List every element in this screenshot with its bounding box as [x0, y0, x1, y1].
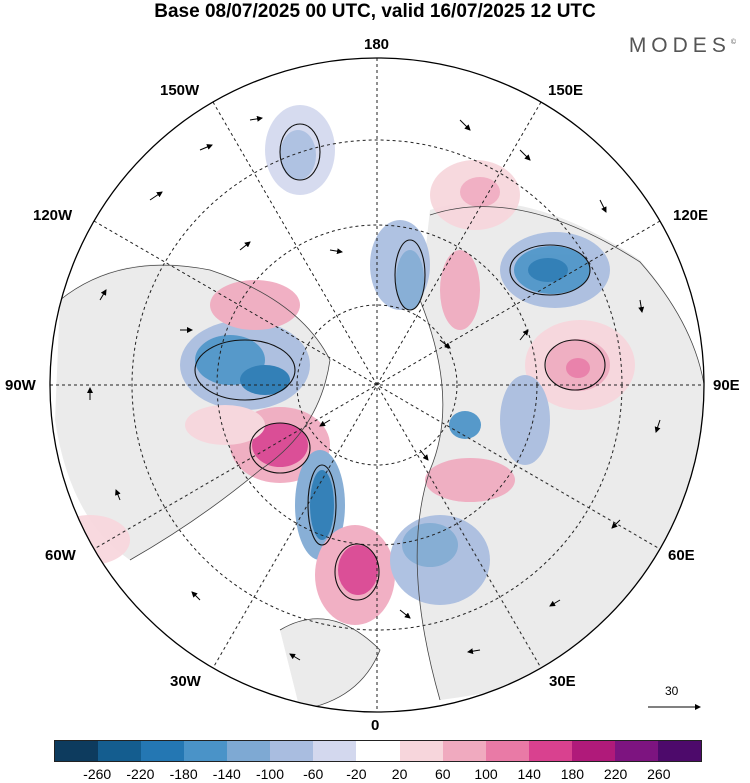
colorbar-segment — [313, 741, 357, 761]
lon-label-0: 0 — [371, 717, 380, 734]
colorbar-tick-label: -180 — [169, 766, 198, 782]
colorbar-segment — [442, 741, 486, 761]
colorbar — [54, 740, 702, 762]
colorbar-tick-label: -60 — [303, 766, 324, 782]
colorbar-segment — [399, 741, 443, 761]
colorbar-segment — [184, 741, 228, 761]
brand-logo: MODES© — [628, 34, 736, 57]
colorbar-tick-label: -220 — [126, 766, 155, 782]
wind-vectors — [87, 115, 661, 661]
colorbar-tick-label: 20 — [391, 766, 408, 782]
colorbar-tick-label: -100 — [255, 766, 285, 782]
lon-label-180: 180 — [364, 36, 390, 53]
colorbar-segment — [227, 741, 271, 761]
anomaly-pink-wnw — [210, 280, 300, 330]
anomaly-pink-n — [440, 250, 480, 330]
lon-label-120e: 120E — [673, 207, 709, 224]
lon-label-90e: 90E — [713, 377, 740, 394]
colorbar-tick-label: -20 — [346, 766, 367, 782]
anomaly-blue-e — [500, 375, 550, 465]
contours — [194, 123, 606, 601]
colorbar-segment — [614, 741, 658, 761]
colorbar-segment — [485, 741, 529, 761]
colorbar-segment — [528, 741, 572, 761]
colorbar-tick-label: 220 — [603, 766, 628, 782]
colorbar-segment — [657, 741, 701, 761]
colorbar-segment — [98, 741, 142, 761]
vector-scale-label: 30 — [665, 684, 679, 698]
coastlines — [59, 206, 704, 711]
lon-label-150e: 150E — [548, 82, 584, 99]
colorbar-tick-label: -140 — [212, 766, 241, 782]
colorbar-tick-label: 60 — [435, 766, 451, 782]
colorbar-segment — [55, 741, 99, 761]
colorbar-segment — [141, 741, 185, 761]
colorbar-segment — [270, 741, 314, 761]
lon-label-60w: 60W — [45, 547, 76, 564]
colorbar-tick-label: -260 — [83, 766, 112, 782]
lon-label-30w: 30W — [170, 673, 201, 690]
colorbar-segment — [356, 741, 400, 761]
anomaly-pink-se — [425, 458, 515, 502]
land-africa — [280, 618, 380, 710]
colorbar-tick-label: 100 — [474, 766, 498, 782]
polar-map — [49, 57, 705, 713]
graticule — [50, 58, 704, 712]
colorbar-tick-label: 260 — [647, 766, 671, 782]
map-border — [49, 57, 705, 713]
map-disk — [50, 58, 704, 712]
colorbar-tick-label: 140 — [517, 766, 541, 782]
lon-label-150w: 150W — [160, 82, 200, 99]
map-title: Base 08/07/2025 00 UTC, valid 16/07/2025… — [154, 1, 596, 22]
lon-label-30e: 30E — [549, 673, 576, 690]
colorbar-tick-label: 180 — [560, 766, 585, 782]
land-eurasia — [417, 201, 704, 700]
lon-label-60e: 60E — [668, 547, 695, 564]
lon-label-90w: 90W — [5, 377, 36, 394]
lon-label-120w: 120W — [33, 207, 73, 224]
colorbar-segment — [571, 741, 615, 761]
